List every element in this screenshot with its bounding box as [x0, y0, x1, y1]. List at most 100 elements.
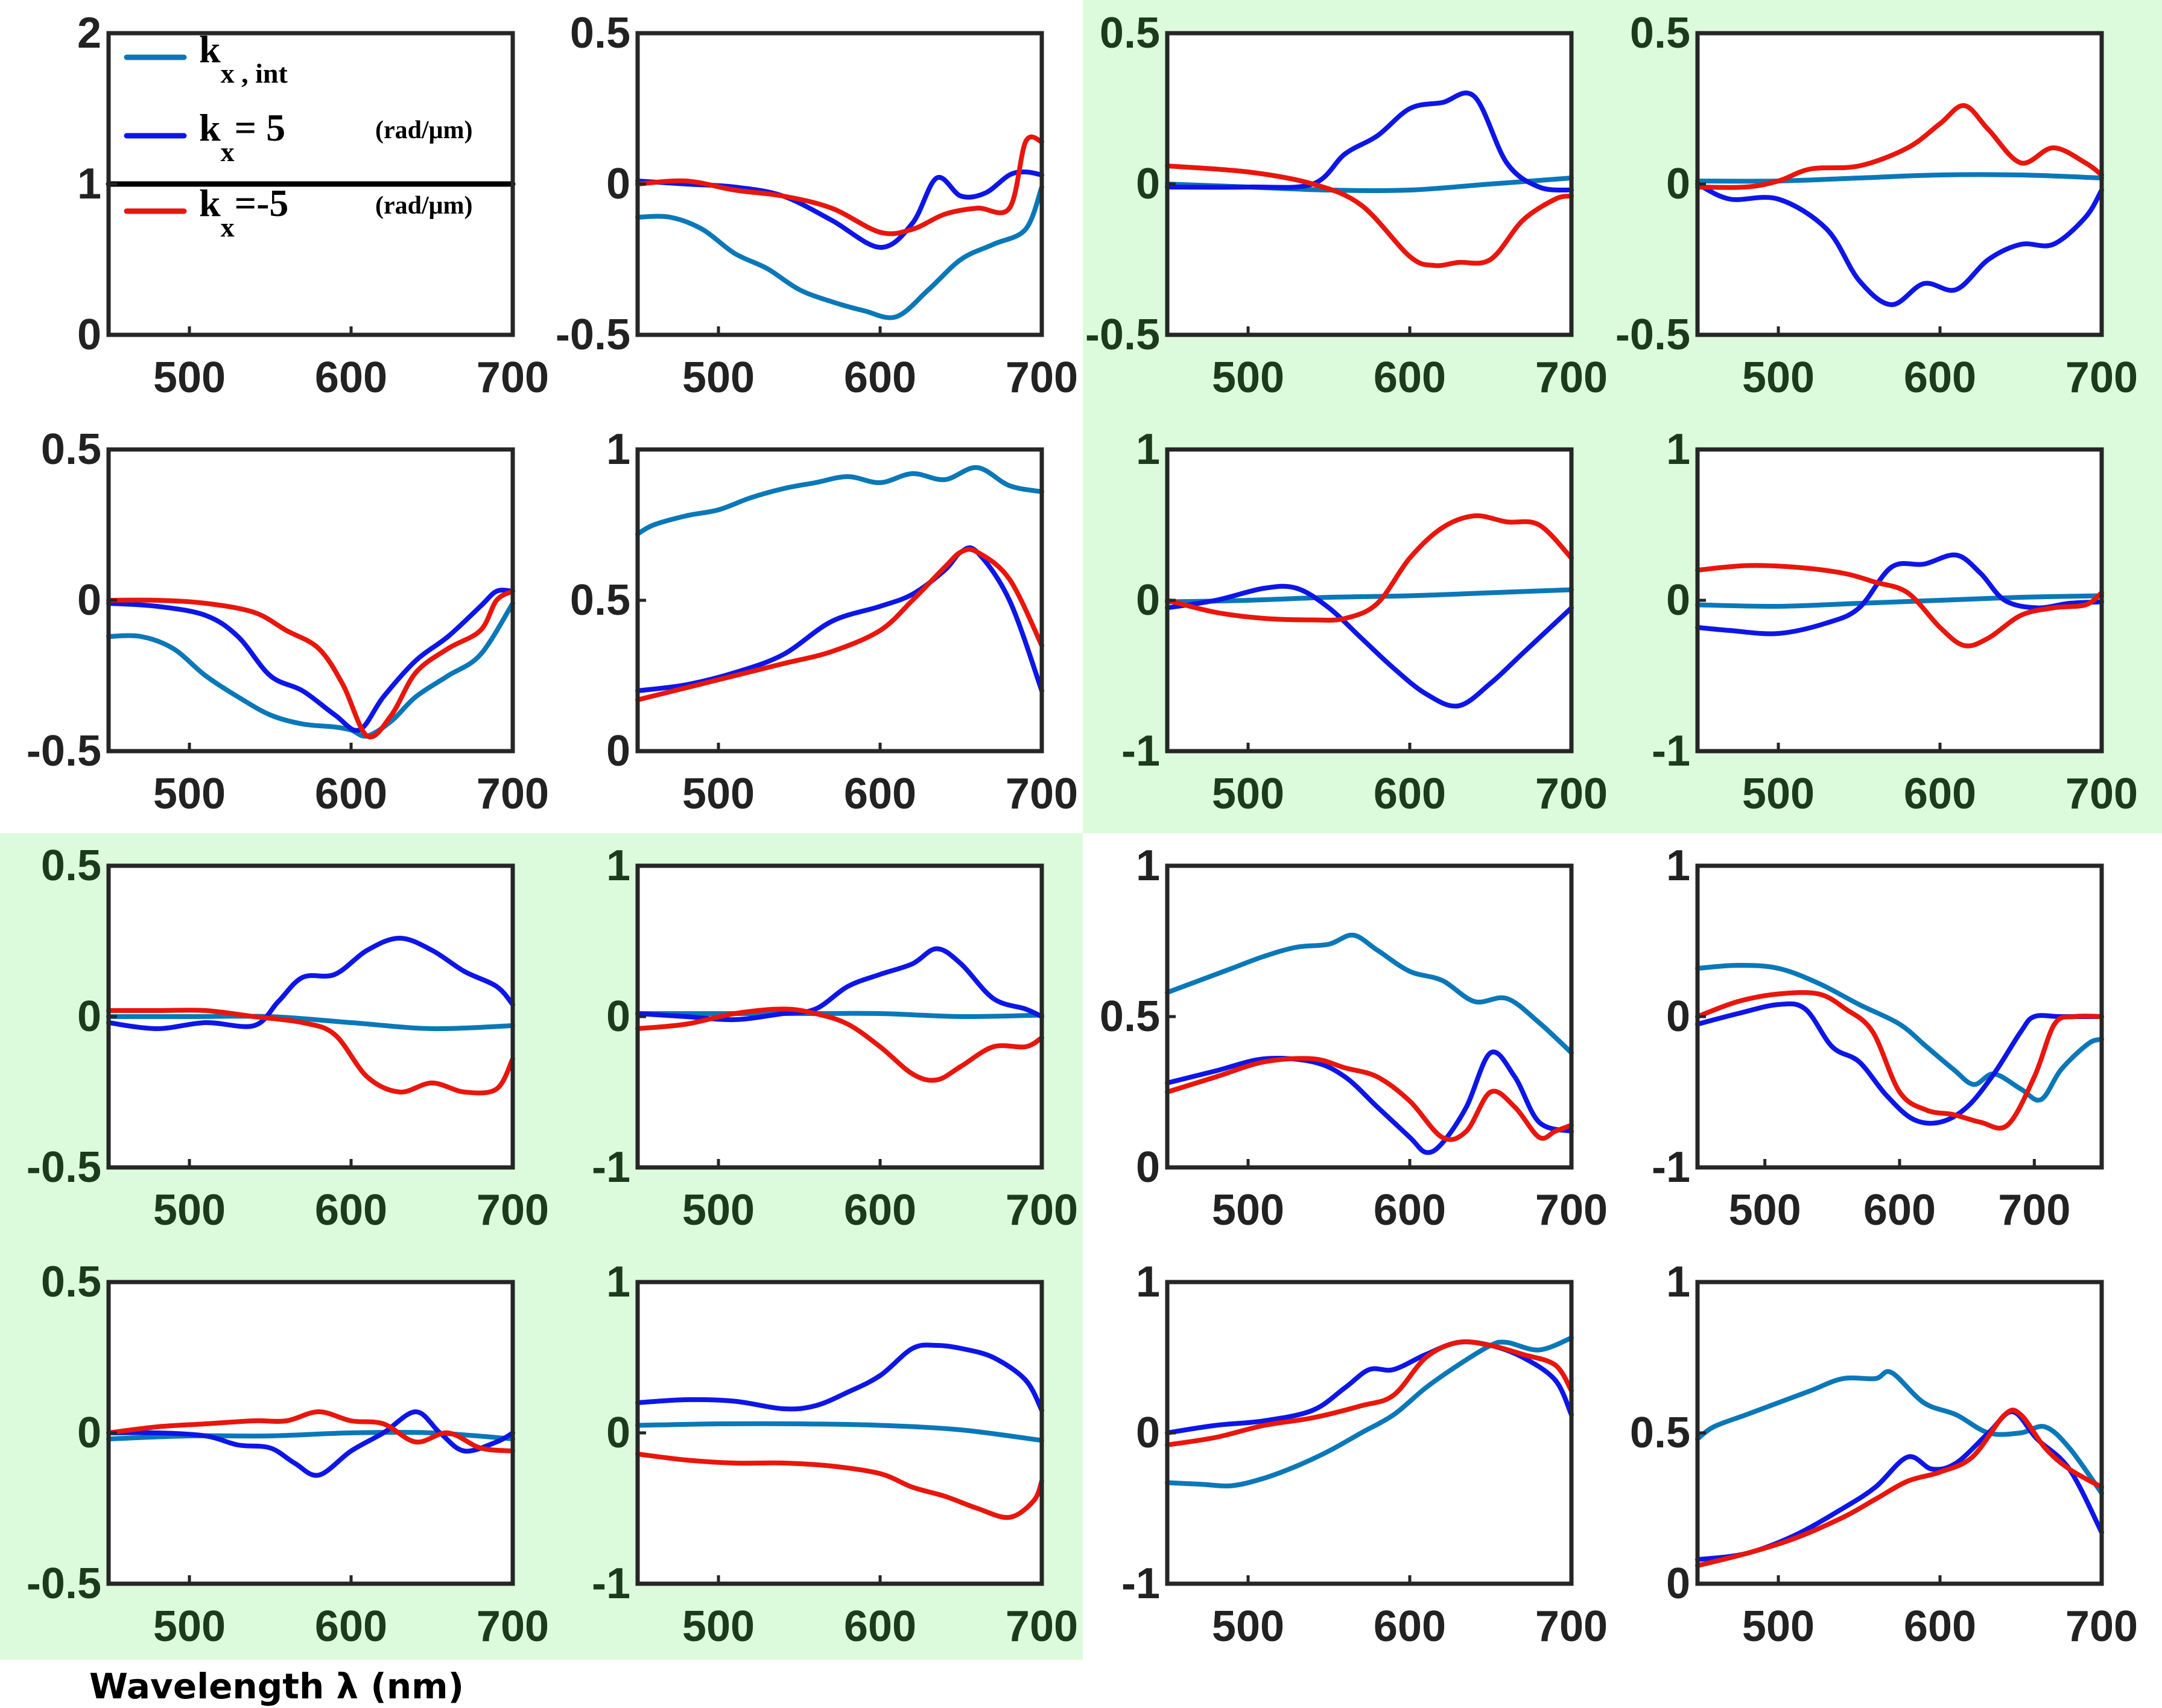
x-tick-label: 500	[1212, 1186, 1284, 1234]
subplot-1: 0 1 2 500 600 700	[77, 9, 549, 402]
legend-item-kx-pos: kx= 5 (rad/μm)	[124, 106, 472, 167]
series-line-kx-int	[1165, 932, 1574, 1055]
legend-label: kx , int	[199, 28, 288, 89]
subplot-12: -1 0 1 500 600 700	[1652, 842, 2104, 1234]
series-line-kx-int	[635, 1421, 1044, 1443]
x-tick-label: 500	[153, 354, 226, 402]
x-tick-label: 600	[844, 1186, 916, 1234]
subplot-9: -0.5 0 0.5 500 600 700	[27, 842, 549, 1234]
x-axis-label: Wavelength λ (nm)	[89, 1666, 464, 1707]
y-tick-label: -0.5	[1615, 311, 1690, 359]
x-tick-label: 700	[477, 1186, 549, 1234]
legend-label-main: k	[199, 28, 221, 71]
y-tick-label: -0.5	[1085, 311, 1160, 359]
series-line-kx-neg	[1695, 990, 2104, 1131]
series-line-kx-neg	[1165, 1339, 1574, 1447]
series-line-kx-neg	[635, 1006, 1044, 1083]
y-tick-label: 0.5	[41, 842, 101, 890]
x-tick-label: 700	[1006, 1186, 1078, 1234]
subplot-6: 0 0.5 1 500 600 700	[570, 425, 1078, 818]
x-tick-label: 500	[1742, 770, 1815, 818]
legend-item-kx-neg: kx=-5 (rad/μm)	[124, 182, 472, 243]
y-tick-label: -0.5	[27, 727, 101, 775]
y-tick-label: 1	[606, 425, 630, 474]
x-tick-label: 700	[2065, 354, 2138, 402]
subplot-7: -1 0 1 500 600 700	[1121, 425, 1608, 818]
y-tick-label: 1	[1136, 842, 1160, 890]
y-tick-label: 0	[77, 576, 101, 624]
y-tick-label: 0	[606, 992, 630, 1041]
series-line-kx-neg	[1695, 563, 2104, 649]
series-group	[1695, 1369, 2104, 1568]
plot-area	[1167, 866, 1571, 1167]
series-line-kx-neg	[635, 1452, 1044, 1520]
series-line-kx-neg	[1165, 163, 1574, 268]
x-tick-label: 500	[682, 354, 755, 402]
y-tick-label: 1	[606, 842, 630, 890]
series-group	[106, 588, 515, 740]
series-line-kx-neg	[1695, 103, 2104, 190]
subplot-13: -0.5 0 0.5 500 600 700	[27, 1258, 549, 1651]
series-group	[1165, 90, 1574, 268]
legend-label-value: = 5	[235, 106, 285, 149]
plot-area	[1698, 1282, 2102, 1584]
y-tick-label: 0	[1136, 160, 1160, 208]
legend-label: kx= 5	[199, 106, 285, 167]
x-tick-label: 600	[1374, 770, 1446, 818]
x-tick-label: 600	[1904, 770, 1976, 818]
subplot-15: -1 0 1 500 600 700	[1121, 1258, 1608, 1651]
subplot-16: 0 0.5 1 500 600 700	[1630, 1258, 2138, 1651]
y-tick-label: -1	[592, 1143, 630, 1192]
series-line-kx-pos	[1695, 1001, 2104, 1126]
x-tick-label: 600	[1374, 354, 1446, 402]
y-tick-label: 0.5	[570, 576, 630, 624]
x-tick-label: 500	[682, 770, 755, 818]
x-tick-label: 500	[682, 1602, 755, 1651]
legend-unit: (rad/μm)	[375, 192, 472, 220]
x-tick-label: 600	[1904, 354, 1976, 402]
series-line-kx-int	[635, 185, 1044, 320]
y-tick-label: 0.5	[1100, 992, 1160, 1041]
legend-label-value: =-5	[235, 182, 289, 224]
legend-unit: (rad/μm)	[375, 116, 472, 144]
y-tick-label: 0.5	[570, 9, 630, 57]
series-group	[635, 134, 1044, 320]
series-line-kx-int	[1695, 963, 2104, 1103]
series-group	[1695, 552, 2104, 649]
series-group	[635, 465, 1044, 702]
subplot-8: -1 0 1 500 600 700	[1652, 425, 2138, 818]
y-tick-label: 1	[77, 160, 101, 208]
series-line-kx-pos	[635, 1342, 1044, 1413]
y-tick-label: 0	[1666, 576, 1690, 624]
x-tick-label: 500	[1212, 770, 1284, 818]
series-group	[1695, 963, 2104, 1131]
y-tick-label: 0	[1136, 1143, 1160, 1192]
legend-label-main: k	[199, 106, 221, 149]
y-tick-label: 0	[1666, 992, 1690, 1041]
x-tick-label: 500	[1742, 1602, 1815, 1651]
subplot-10: -1 0 1 500 600 700	[592, 842, 1078, 1234]
series-line-kx-int	[1695, 593, 2104, 609]
y-tick-label: -1	[1652, 1143, 1690, 1192]
y-tick-label: 0	[1136, 576, 1160, 624]
x-tick-label: 600	[844, 770, 916, 818]
y-tick-label: 0	[1136, 1409, 1160, 1457]
x-tick-label: 700	[1006, 354, 1078, 402]
x-tick-label: 700	[1535, 1186, 1608, 1234]
series-line-kx-pos	[106, 588, 515, 733]
legend-label-subscript: x	[221, 212, 235, 243]
series-line-kx-neg	[635, 547, 1044, 702]
series-group	[1165, 932, 1574, 1155]
x-tick-label: 500	[153, 770, 226, 818]
x-tick-label: 700	[1006, 770, 1078, 818]
y-tick-label: 1	[1136, 1258, 1160, 1306]
x-tick-label: 600	[1374, 1186, 1446, 1234]
legend-label: kx=-5	[199, 182, 288, 243]
series-line-kx-neg	[106, 589, 515, 740]
y-tick-label: 1	[1666, 425, 1690, 474]
subplot-4: -0.5 0 0.5 500 600 700	[1615, 9, 2138, 402]
x-tick-label: 600	[1374, 1602, 1446, 1651]
series-group	[1165, 1335, 1574, 1488]
plot-area	[638, 449, 1042, 751]
